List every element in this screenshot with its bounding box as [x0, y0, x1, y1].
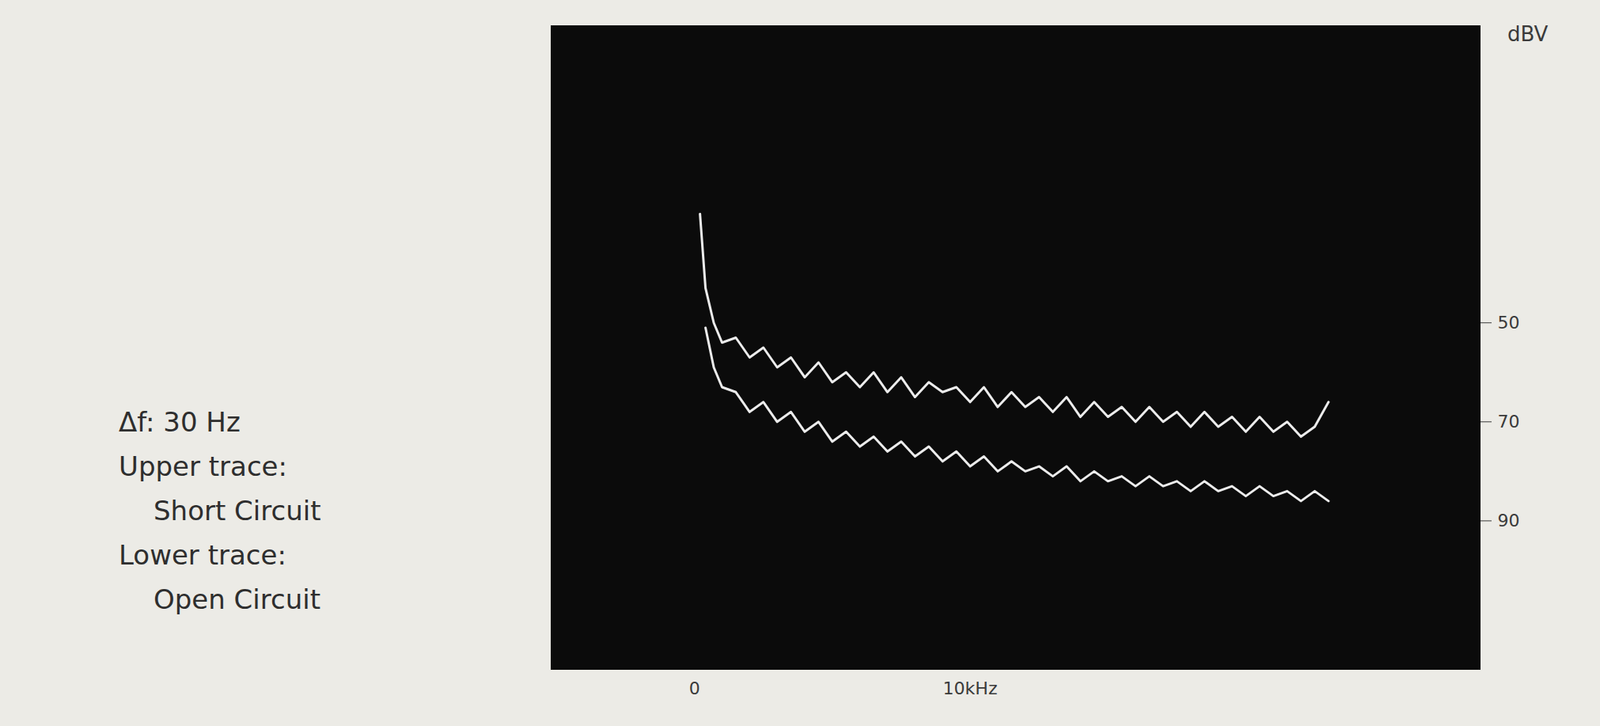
html-text:Δf: 30 Hz: Δf: 30 Hz [118, 405, 241, 438]
svg-text:70: 70 [1497, 411, 1521, 432]
html-text:Short Circuit: Short Circuit [153, 494, 321, 527]
svg-text:90: 90 [1497, 510, 1521, 531]
html-text:Lower trace:: Lower trace: [118, 538, 287, 571]
svg-text:50: 50 [1497, 312, 1521, 333]
html-text:Upper trace:: Upper trace: [118, 450, 288, 482]
html-text:Open Circuit: Open Circuit [153, 583, 321, 615]
svg-text:10kHz: 10kHz [943, 678, 998, 698]
html-text:dBV: dBV [1507, 22, 1549, 46]
svg-text:0: 0 [689, 678, 701, 698]
